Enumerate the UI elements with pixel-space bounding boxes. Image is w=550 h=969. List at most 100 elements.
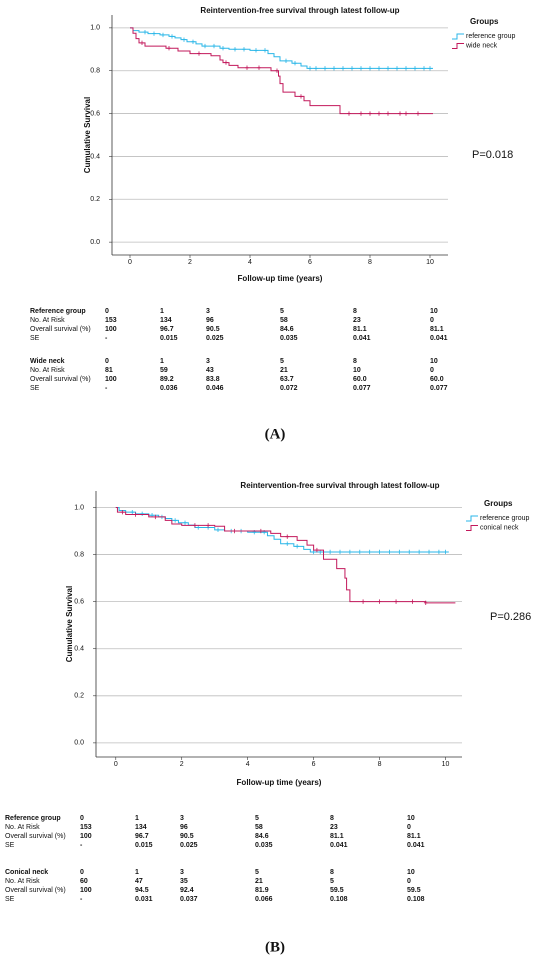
x-tick-label: 0	[114, 761, 118, 768]
censor-mark	[359, 66, 363, 71]
censor-mark	[348, 549, 352, 555]
table-cell: 58	[280, 317, 288, 324]
censor-mark	[350, 66, 354, 71]
censor-mark	[443, 549, 448, 555]
censor-mark	[395, 66, 399, 71]
table-cell: 83.8	[206, 376, 220, 383]
table-cell: 0.072	[280, 385, 298, 392]
table-cell: 0.041	[353, 335, 371, 342]
censor-mark	[308, 66, 312, 71]
table-cell: 92.4	[180, 887, 194, 894]
table-cell: SE	[30, 385, 40, 392]
censor-mark	[416, 111, 420, 116]
censor-mark	[173, 518, 177, 523]
y-tick-label: 0.0	[74, 740, 84, 747]
table-cell: 60.0	[353, 376, 367, 383]
table-cell: 47	[135, 878, 143, 885]
legend-label: conical neck	[480, 524, 519, 531]
table-cell: 60.0	[430, 376, 444, 383]
survival-curve	[115, 506, 449, 553]
censor-mark	[196, 525, 201, 530]
table-cell: 21	[280, 367, 288, 374]
legend-label: reference group	[466, 33, 516, 40]
censor-mark	[428, 66, 432, 71]
table-cell: 89.2	[160, 376, 174, 383]
censor-mark	[295, 544, 299, 549]
censor-mark	[197, 51, 201, 56]
table-cell: 94.5	[135, 887, 149, 894]
table-cell: -	[105, 385, 108, 392]
censor-mark	[130, 509, 135, 515]
table-cell: 21	[255, 878, 263, 885]
table-cell: 96	[206, 317, 214, 324]
x-axis-label: Follow-up time (years)	[237, 778, 322, 787]
censor-mark	[422, 66, 426, 71]
censor-mark	[242, 47, 246, 52]
censor-mark	[183, 520, 187, 525]
chart-title: Reintervention-free survival through lat…	[200, 6, 399, 15]
censor-mark	[417, 549, 421, 555]
table-cell: 59.5	[407, 887, 421, 894]
y-tick-label: 0.4	[74, 646, 84, 653]
table-cell: 100	[105, 326, 117, 333]
table-cell: 10	[430, 308, 438, 315]
table-cell: 0.046	[206, 385, 224, 392]
table-cell: No. At Risk	[30, 367, 65, 374]
p-value: P=0.018	[472, 149, 513, 161]
y-tick-label: 0.8	[74, 551, 84, 558]
table-cell: 0.035	[255, 842, 273, 849]
y-tick-label: 0.6	[74, 598, 84, 605]
table-cell: 43	[206, 367, 214, 374]
censor-mark	[347, 111, 351, 116]
table-cell: 96	[180, 824, 188, 831]
censor-mark	[357, 549, 362, 555]
censor-mark	[377, 66, 381, 71]
censor-mark	[394, 599, 398, 604]
table-cell: No. At Risk	[5, 878, 40, 885]
legend-label: wide neck	[465, 42, 498, 49]
censor-mark	[203, 43, 207, 49]
censor-mark	[377, 111, 381, 116]
censor-mark	[221, 46, 225, 51]
censor-mark	[140, 511, 144, 517]
table-cell: 84.6	[255, 833, 269, 840]
table-cell: No. At Risk	[30, 317, 65, 324]
censor-mark	[328, 549, 332, 555]
table-cell: 5	[280, 308, 284, 315]
panel-label: (B)	[265, 939, 285, 955]
censor-mark	[206, 523, 210, 528]
table-cell: -	[80, 842, 83, 849]
table-cell: 35	[180, 878, 188, 885]
y-tick-label: 0.4	[90, 153, 100, 160]
censor-mark	[386, 66, 390, 71]
censor-mark	[257, 65, 261, 70]
x-tick-label: 4	[248, 259, 252, 266]
table-cell: 81	[105, 367, 113, 374]
y-tick-label: 0.2	[74, 693, 84, 700]
censor-mark	[423, 600, 428, 606]
y-tick-label: 0.2	[90, 196, 100, 203]
censor-mark	[427, 549, 431, 555]
table-cell: 134	[135, 824, 147, 831]
table-cell: 0.015	[135, 842, 153, 849]
table-cell: 134	[160, 317, 172, 324]
y-axis-label: Cumulative Survival	[65, 586, 74, 662]
table-cell: 0	[105, 358, 109, 365]
x-tick-label: 10	[442, 761, 450, 768]
censor-mark	[170, 34, 174, 39]
censor-mark	[404, 66, 408, 71]
table-cell: 59.5	[330, 887, 344, 894]
censor-mark	[386, 111, 390, 116]
censor-mark	[140, 40, 144, 46]
table-cell: 60	[80, 878, 88, 885]
x-axis-label: Follow-up time (years)	[238, 274, 323, 283]
table-cell: 153	[80, 824, 92, 831]
table-cell: 0	[407, 824, 411, 831]
table-cell: 63.7	[280, 376, 294, 383]
table-cell: 58	[255, 824, 263, 831]
table-cell: 0	[80, 869, 84, 876]
censor-mark	[245, 65, 249, 70]
table-cell: 0	[430, 367, 434, 374]
censor-mark	[368, 111, 372, 116]
